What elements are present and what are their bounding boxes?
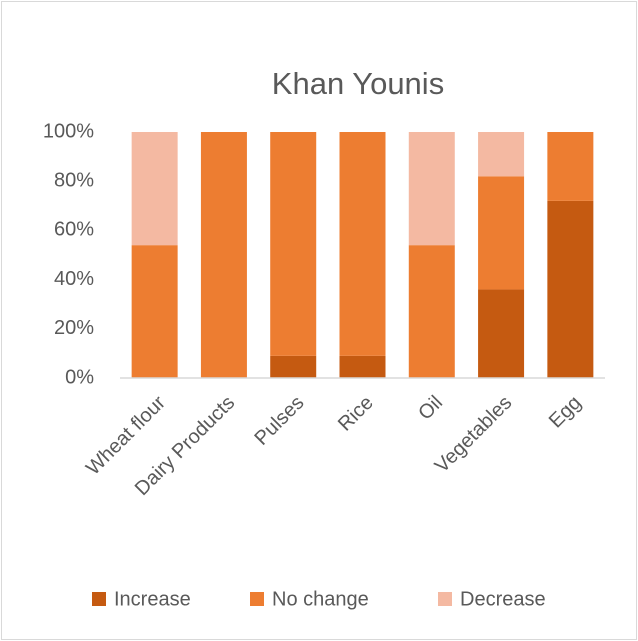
bar-segment <box>131 132 178 246</box>
y-tick-label: 20% <box>54 317 94 339</box>
bar-segment <box>270 355 317 378</box>
y-tick-label: 100% <box>43 120 94 142</box>
bar-segment <box>547 200 594 378</box>
y-tick-label: 0% <box>65 366 94 388</box>
bar-segment <box>200 132 247 378</box>
bar-segment <box>270 132 317 356</box>
bar-segment <box>547 132 594 201</box>
y-tick-label: 60% <box>54 219 94 241</box>
legend-label: Increase <box>114 588 191 610</box>
bar-segment <box>478 176 525 290</box>
bar-segment <box>478 289 525 378</box>
bar-segment <box>339 132 386 356</box>
bar-segment <box>478 132 525 177</box>
bar-segment <box>408 245 455 378</box>
legend-swatch <box>438 592 452 606</box>
bar-segment <box>339 355 386 378</box>
bar-segment <box>408 132 455 246</box>
legend-swatch <box>250 592 264 606</box>
y-tick-label: 40% <box>54 268 94 290</box>
legend-swatch <box>92 592 106 606</box>
legend-label: No change <box>272 588 369 610</box>
legend-label: Decrease <box>460 588 546 610</box>
chart-title: Khan Younis <box>272 66 444 101</box>
bar-segment <box>131 245 178 378</box>
y-tick-label: 80% <box>54 169 94 191</box>
